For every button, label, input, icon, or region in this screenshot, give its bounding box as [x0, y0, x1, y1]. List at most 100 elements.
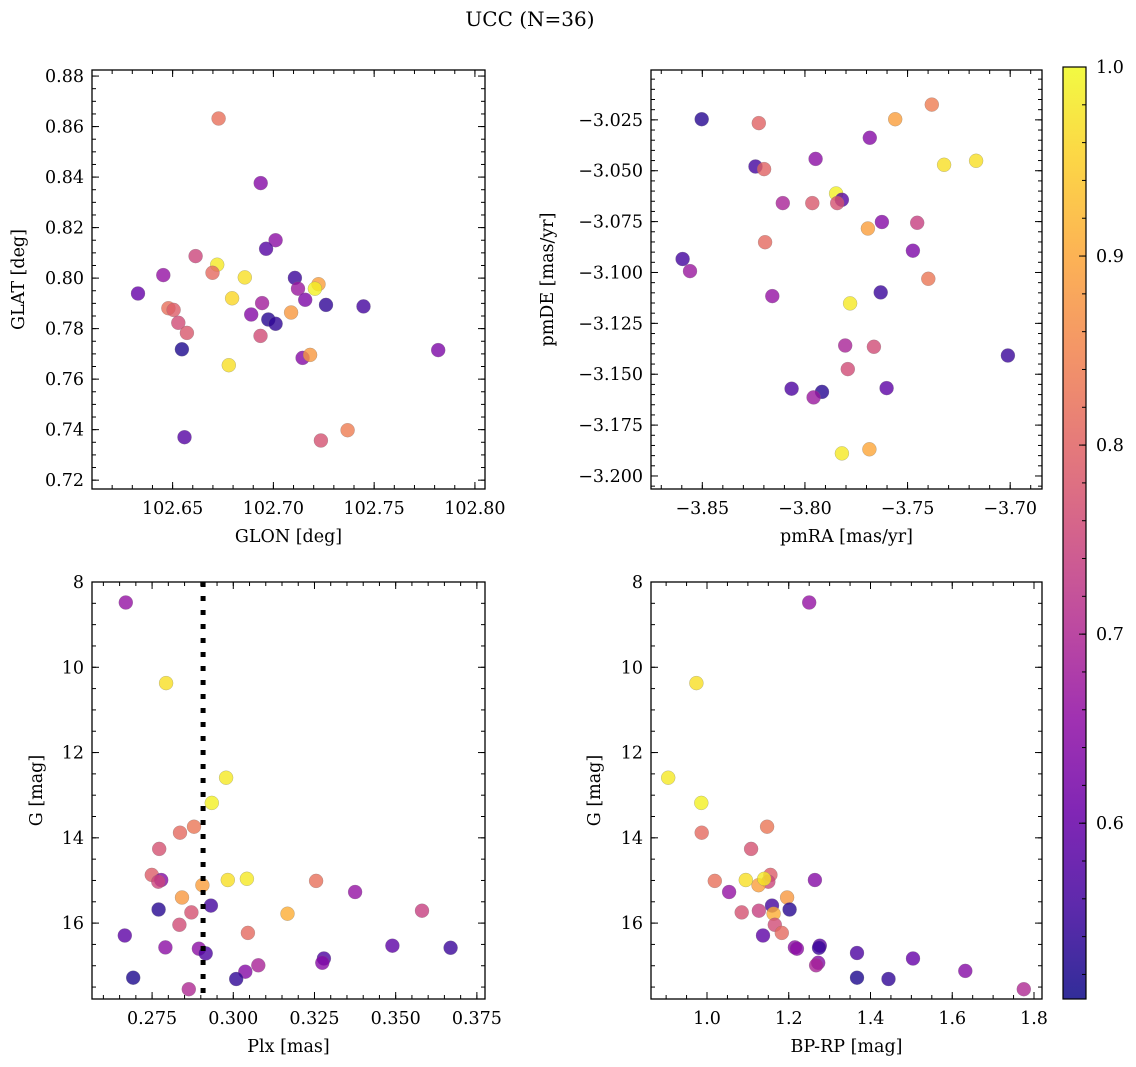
panel-plx-g: 0.275 0.300 0.325 0.350 0.375 8 10 12 14 16 Plx [m… — [27, 573, 502, 1057]
data-point — [237, 270, 252, 285]
data-point — [268, 233, 283, 248]
data-point — [849, 970, 865, 985]
axes-frame — [650, 581, 1043, 1000]
data-point — [118, 595, 133, 610]
data-point — [842, 296, 858, 311]
y-tick-label: 0.86 — [45, 118, 84, 138]
x-tick-label: −3.80 — [778, 499, 832, 519]
x-tick-label: 0.350 — [371, 1009, 421, 1029]
scatter-points — [675, 97, 1016, 461]
y-axis-label: G [mag] — [27, 755, 47, 826]
data-point — [340, 423, 355, 438]
data-point — [221, 358, 236, 373]
data-point — [171, 315, 186, 330]
colorbar-tick-label: 0.7 — [1096, 625, 1124, 645]
data-point — [174, 890, 190, 905]
data-point — [849, 945, 865, 961]
data-point — [414, 903, 430, 918]
scatter-points — [130, 111, 446, 448]
colorbar-tick-label: 0.9 — [1096, 247, 1124, 267]
data-point — [151, 902, 166, 917]
data-point — [682, 263, 698, 279]
data-point — [356, 299, 371, 314]
data-point — [280, 906, 295, 921]
data-point — [661, 770, 676, 785]
data-point — [808, 151, 823, 167]
data-point — [757, 235, 773, 250]
panel-glon-glat: 102.65 102.70 102.75 102.80 0.72 0.74 0.76 0.78… — [9, 67, 506, 547]
data-point — [743, 841, 759, 857]
y-axis-label: pmDE [mas/yr] — [538, 213, 558, 347]
data-point — [1000, 348, 1016, 363]
data-point — [862, 442, 877, 457]
y-tick-label: −3.075 — [578, 213, 643, 233]
data-point — [130, 286, 146, 301]
data-point — [158, 675, 174, 691]
x-tick-label: 0.325 — [289, 1009, 339, 1029]
x-tick-label: 1.6 — [938, 1009, 966, 1029]
data-point — [313, 433, 329, 448]
data-point — [188, 248, 203, 264]
axes-frame — [650, 69, 1043, 490]
data-point — [315, 955, 330, 970]
colorbar: 0.6 0.7 0.8 0.9 1.0 — [1062, 58, 1124, 1000]
y-tick-label: −3.025 — [578, 111, 643, 131]
data-point — [759, 819, 775, 834]
data-point — [811, 940, 827, 955]
data-point — [838, 338, 853, 353]
y-tick-label: −3.175 — [578, 416, 643, 436]
data-point — [172, 917, 187, 932]
y-tick-label: −3.150 — [578, 365, 643, 385]
y-tick-label: 14 — [62, 829, 84, 849]
data-point — [924, 97, 939, 112]
data-point — [905, 951, 921, 966]
x-tick-label: 1.2 — [775, 1009, 803, 1029]
data-point — [879, 380, 894, 396]
data-point — [734, 905, 749, 920]
scatter-points — [117, 595, 458, 997]
data-point — [318, 297, 334, 313]
data-point — [179, 325, 195, 341]
y-tick-label: 0.78 — [45, 320, 84, 340]
data-point — [694, 825, 709, 840]
y-tick-label: 10 — [621, 658, 643, 678]
y-tick-label: −3.200 — [578, 467, 643, 487]
x-tick-label: 0.275 — [127, 1009, 177, 1029]
data-point — [694, 112, 709, 127]
data-point — [290, 281, 306, 296]
data-point — [675, 251, 690, 267]
y-tick-label: 0.72 — [45, 471, 84, 491]
data-point — [757, 871, 772, 886]
y-tick-label: −3.100 — [578, 263, 643, 283]
data-point — [220, 872, 235, 888]
x-tick-label: 102.70 — [243, 499, 304, 519]
y-tick-label: 0.80 — [45, 269, 84, 289]
data-point — [874, 214, 890, 230]
data-point — [117, 928, 132, 943]
axes-frame — [91, 581, 486, 1000]
data-point — [253, 175, 268, 191]
data-point — [156, 267, 171, 283]
colorbar-frame — [1062, 66, 1087, 1000]
data-point — [253, 328, 268, 344]
x-tick-label: −3.85 — [675, 499, 729, 519]
data-point — [126, 970, 141, 985]
data-point — [347, 884, 363, 900]
data-point — [936, 157, 952, 172]
data-point — [751, 903, 767, 918]
data-point — [802, 595, 817, 610]
data-point — [905, 243, 921, 258]
y-tick-label: 0.82 — [45, 219, 84, 239]
x-tick-label: 0.375 — [452, 1009, 502, 1029]
data-point — [211, 111, 226, 126]
data-point — [860, 221, 876, 236]
x-axis-label: pmRA [mas/yr] — [780, 527, 913, 547]
data-point — [204, 795, 219, 811]
data-point — [186, 819, 202, 834]
data-point — [881, 971, 896, 987]
x-axis-label: Plx [mas] — [247, 1037, 329, 1057]
y-axis-label: GLAT [deg] — [9, 229, 29, 330]
data-point — [774, 925, 789, 941]
y-tick-label: 14 — [621, 829, 643, 849]
